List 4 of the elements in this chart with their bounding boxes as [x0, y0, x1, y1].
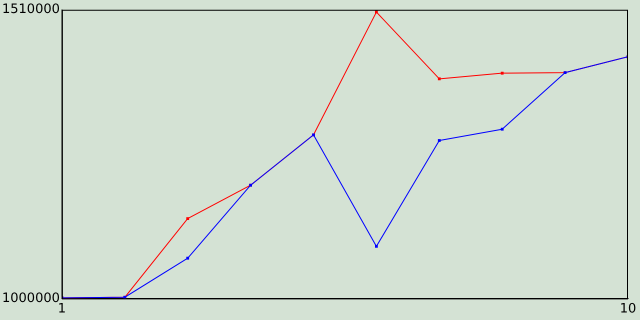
x-tick-label: 1 [58, 302, 66, 317]
x-tick-label: 10 [620, 302, 636, 317]
y-tick-label: 1510000 [2, 2, 60, 18]
y-tick-label: 1000000 [2, 290, 60, 306]
